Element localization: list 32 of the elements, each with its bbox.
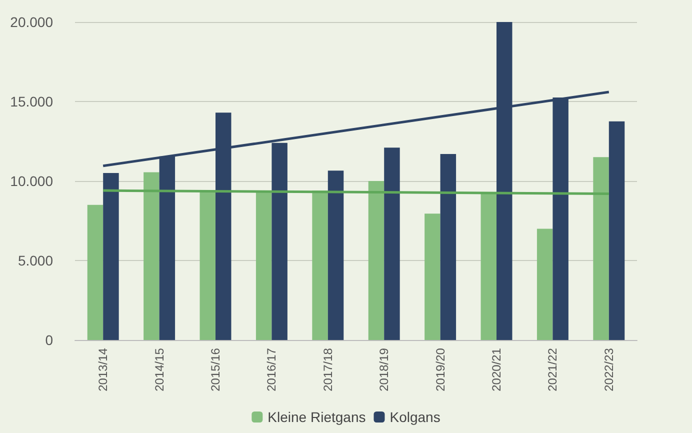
y-tick-label: 10.000 <box>10 173 54 189</box>
bar <box>368 181 384 340</box>
bar <box>424 214 440 340</box>
bar <box>200 191 216 340</box>
y-tick-label: 5.000 <box>18 252 54 268</box>
bar <box>312 190 328 340</box>
legend-label: Kolgans <box>390 409 440 425</box>
bar <box>536 228 553 340</box>
x-tick-label: 2017/18 <box>320 348 335 392</box>
x-tick-label: 2014/15 <box>152 348 166 392</box>
bar <box>384 148 400 340</box>
bar <box>608 121 625 340</box>
legend-label: Kleine Rietgans <box>268 409 366 425</box>
x-tick-label: 2022/23 <box>602 348 616 392</box>
bar <box>103 173 119 340</box>
bar <box>593 157 609 340</box>
bar <box>144 172 160 340</box>
x-tick-label: 2016/17 <box>264 348 279 392</box>
y-tick-label: 0 <box>45 332 54 348</box>
bar <box>328 170 344 340</box>
bar <box>256 192 272 340</box>
bar <box>480 192 496 340</box>
bar <box>440 154 456 340</box>
x-tick-label: 2018/19 <box>377 348 392 392</box>
x-tick-label: 2013/14 <box>96 348 110 392</box>
x-tick-label: 2019/20 <box>433 348 448 392</box>
bar <box>87 204 104 340</box>
y-tick-label: 15.000 <box>10 94 54 110</box>
y-tick-label: 20.000 <box>10 14 54 30</box>
x-tick-label: 2015/16 <box>208 348 222 392</box>
x-tick-label: 2020/21 <box>490 348 504 392</box>
x-tick-label: 2021/22 <box>546 348 560 392</box>
